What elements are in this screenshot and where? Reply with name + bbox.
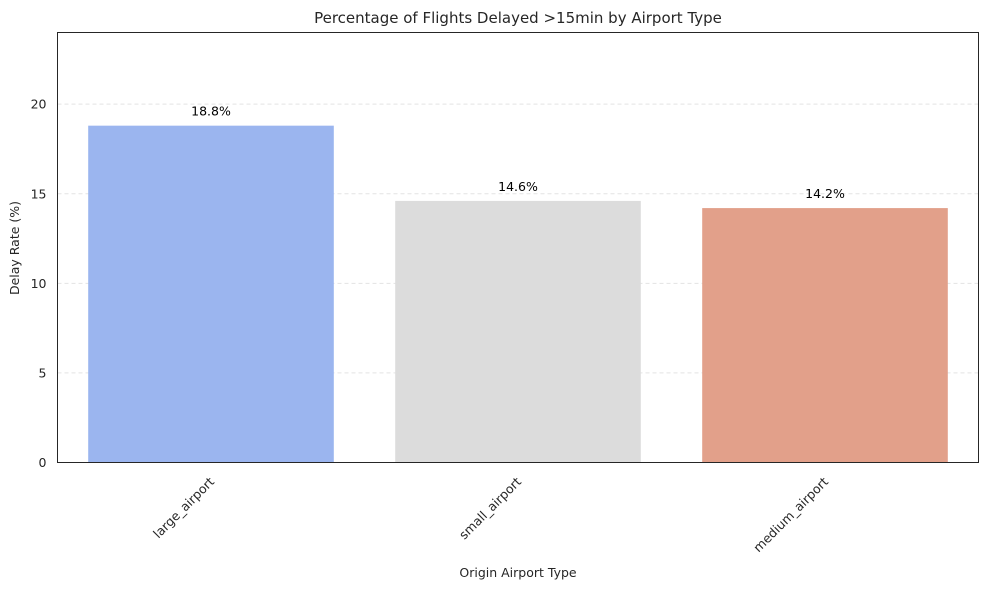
- y-tick-label: 5: [39, 365, 47, 380]
- x-tick-label: small_airport: [456, 474, 524, 542]
- data-label-medium-airport: 14.2%: [805, 186, 845, 201]
- data-label-large-airport: 18.8%: [191, 104, 231, 119]
- y-axis-ticks: 0 5 10 15 20: [31, 97, 47, 470]
- x-axis-label: Origin Airport Type: [459, 565, 577, 580]
- x-tick-label: large_airport: [150, 474, 217, 541]
- bars: [88, 125, 948, 463]
- data-labels: 18.8% 14.6% 14.2%: [191, 104, 845, 201]
- bar-small-airport: [395, 200, 641, 463]
- data-label-small-airport: 14.6%: [498, 179, 538, 194]
- y-axis-label: Delay Rate (%): [7, 201, 22, 295]
- y-tick-label: 10: [31, 276, 47, 291]
- x-tick-label: medium_airport: [750, 474, 831, 555]
- chart-title: Percentage of Flights Delayed >15min by …: [314, 9, 722, 27]
- bar-medium-airport: [702, 208, 948, 463]
- bar-large-airport: [88, 125, 334, 463]
- y-tick-label: 20: [31, 97, 47, 112]
- y-tick-label: 0: [39, 455, 47, 470]
- plot-frame: [57, 32, 979, 463]
- y-tick-label: 15: [31, 186, 47, 201]
- x-axis-ticks: large_airport small_airport medium_airport: [150, 474, 831, 555]
